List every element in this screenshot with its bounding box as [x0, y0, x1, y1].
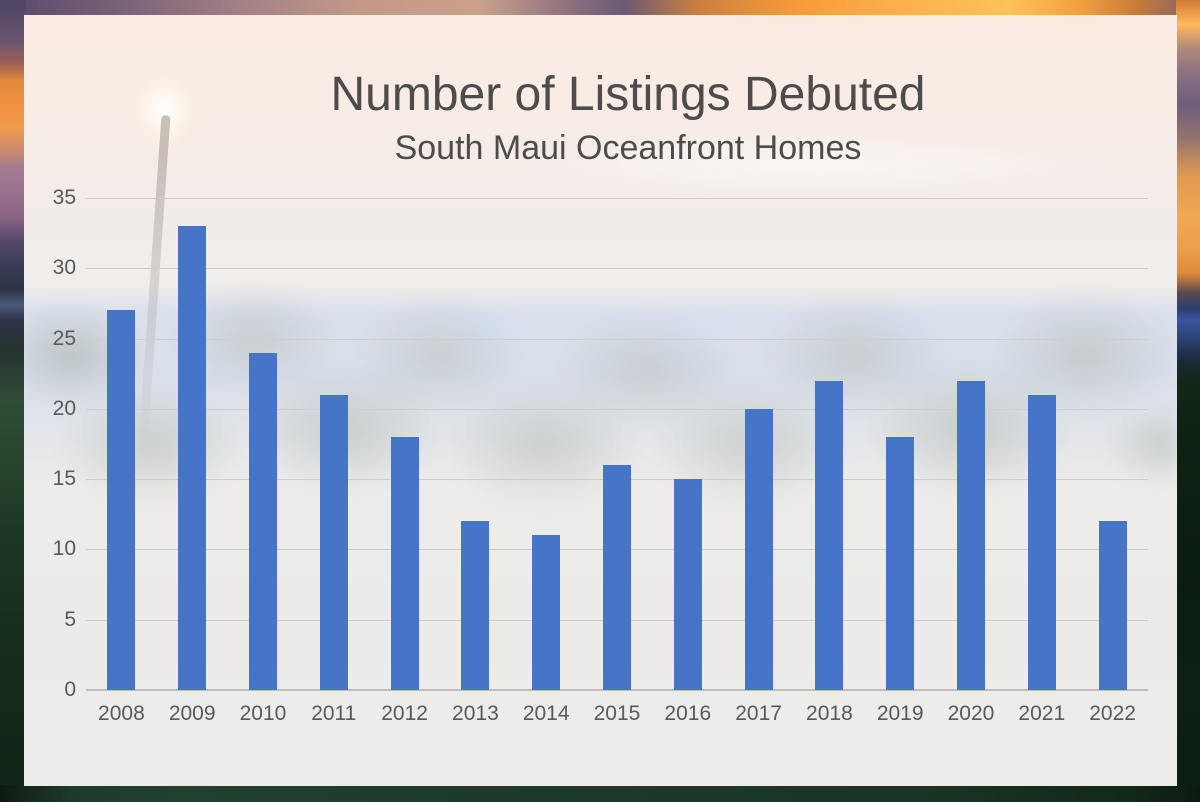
bar-2019 — [886, 436, 915, 690]
y-tick-label-35: 35 — [52, 186, 76, 209]
bar-2018 — [815, 380, 844, 690]
bar-2009 — [178, 226, 207, 690]
bar-2012 — [390, 436, 419, 690]
x-tick-label-2010: 2010 — [239, 702, 287, 725]
gridline-y-30 — [86, 268, 1148, 270]
y-tick-label-15: 15 — [52, 467, 76, 491]
y-tick-label-5: 5 — [64, 607, 76, 631]
x-tick-label-2014: 2014 — [522, 702, 570, 725]
background-sunset-sky — [0, 0, 1200, 17]
gridline-y-35 — [86, 198, 1148, 199]
background-grass-strip — [0, 785, 1200, 802]
y-tick-label-20: 20 — [52, 396, 76, 420]
bar-2013 — [461, 521, 490, 690]
x-tick-label-2022: 2022 — [1089, 702, 1136, 725]
gridline-y-25 — [86, 338, 1148, 340]
y-tick-label-25: 25 — [52, 326, 76, 350]
gridline-y-20 — [86, 408, 1148, 410]
y-tick-label-10: 10 — [52, 537, 76, 561]
chart-title: Number of Listings Debuted — [330, 68, 926, 121]
x-tick-label-2011: 2011 — [311, 702, 357, 725]
bar-2022 — [1098, 521, 1127, 690]
bar-2008 — [107, 310, 136, 690]
background-right-ocean-foliage-strip — [1176, 0, 1200, 802]
x-tick-label-2019: 2019 — [876, 702, 924, 725]
bar-2021 — [1027, 394, 1056, 690]
bar-2017 — [744, 408, 773, 690]
x-axis-line — [86, 689, 1148, 691]
x-tick-label-2009: 2009 — [168, 702, 216, 725]
x-tick-label-2020: 2020 — [947, 702, 995, 725]
chart-header: Number of Listings Debuted South Maui Oc… — [86, 68, 1170, 168]
bar-2016 — [673, 479, 702, 690]
x-tick-label-2013: 2013 — [452, 702, 499, 725]
tiki-torch-flame-glow — [124, 60, 204, 160]
x-tick-label-2012: 2012 — [381, 702, 428, 725]
cloud-silhouette — [454, 125, 1174, 205]
x-tick-label-2017: 2017 — [735, 702, 782, 725]
y-tick-label-30: 30 — [52, 256, 76, 280]
plot-area: 2008 2009 2010 2011 2012 2013 2014 2015 2016 2017… — [86, 198, 1148, 725]
bar-2015 — [603, 465, 631, 690]
x-tick-label-2015: 2015 — [593, 702, 641, 725]
x-tick-label-2016: 2016 — [664, 702, 712, 725]
y-tick-label-0: 0 — [64, 678, 76, 701]
x-tick-label-2008: 2008 — [98, 702, 145, 725]
x-tick-label-2018: 2018 — [806, 702, 853, 725]
chart-subtitle: South Maui Oceanfront Homes — [394, 128, 862, 167]
bar-2011 — [319, 394, 348, 690]
bar-2020 — [957, 380, 985, 690]
background-left-palms-strip — [0, 0, 26, 802]
chart-panel: Number of Listings Debuted South Maui Oc… — [24, 15, 1177, 786]
bar-2014 — [532, 535, 561, 690]
x-tick-label-2021: 2021 — [1018, 702, 1066, 725]
bar-2010 — [249, 352, 277, 690]
